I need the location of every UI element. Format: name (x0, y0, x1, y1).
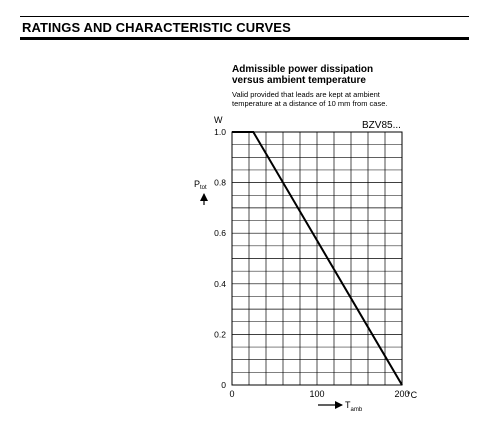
y-tick-label: 0.6 (214, 228, 226, 238)
y-axis-label-sub: tot (200, 185, 207, 191)
chart-title: Admissible power dissipation versus ambi… (232, 64, 373, 86)
y-tick-label: 0 (221, 380, 226, 390)
y-unit-label: W (214, 115, 223, 125)
chart-title-line-2: versus ambient temperature (232, 75, 366, 86)
x-axis-label-main: T (345, 400, 351, 410)
section-title: RATINGS AND CHARACTERISTIC CURVES (22, 20, 291, 35)
y-tick-label: 0.4 (214, 279, 226, 289)
chart-subtitle: Valid provided that leads are kept at am… (232, 90, 388, 108)
y-axis-label: Ptot (194, 179, 207, 191)
y-tick-labels: 0 0.2 0.4 0.6 0.8 1.0 (214, 127, 226, 390)
section-rule (20, 37, 469, 40)
x-tick-label: 100 (309, 389, 324, 399)
chart-title-line-1: Admissible power dissipation (232, 64, 374, 75)
chart-subtitle-line-2: temperature at a distance of 10 mm from … (232, 99, 388, 108)
plot-frame (231, 131, 403, 386)
header-top-line (20, 16, 469, 17)
y-tick-label: 0.8 (214, 178, 226, 188)
x-unit-label: °C (407, 390, 418, 400)
x-tick-label: 200 (394, 389, 409, 399)
part-label: BZV85... (362, 120, 401, 131)
x-axis-label-sub: amb (351, 407, 363, 413)
series-line (232, 131, 403, 386)
x-axis-label: Tamb (345, 400, 363, 413)
chart-subtitle-line-1: Valid provided that leads are kept at am… (232, 90, 380, 99)
chart-grid (232, 132, 402, 385)
y-tick-label: 1.0 (214, 127, 226, 137)
y-axis-label-main: P (194, 179, 200, 189)
x-tick-label: 0 (229, 389, 234, 399)
x-tick-labels: 0 100 200 (229, 389, 409, 399)
y-tick-label: 0.2 (214, 329, 226, 339)
